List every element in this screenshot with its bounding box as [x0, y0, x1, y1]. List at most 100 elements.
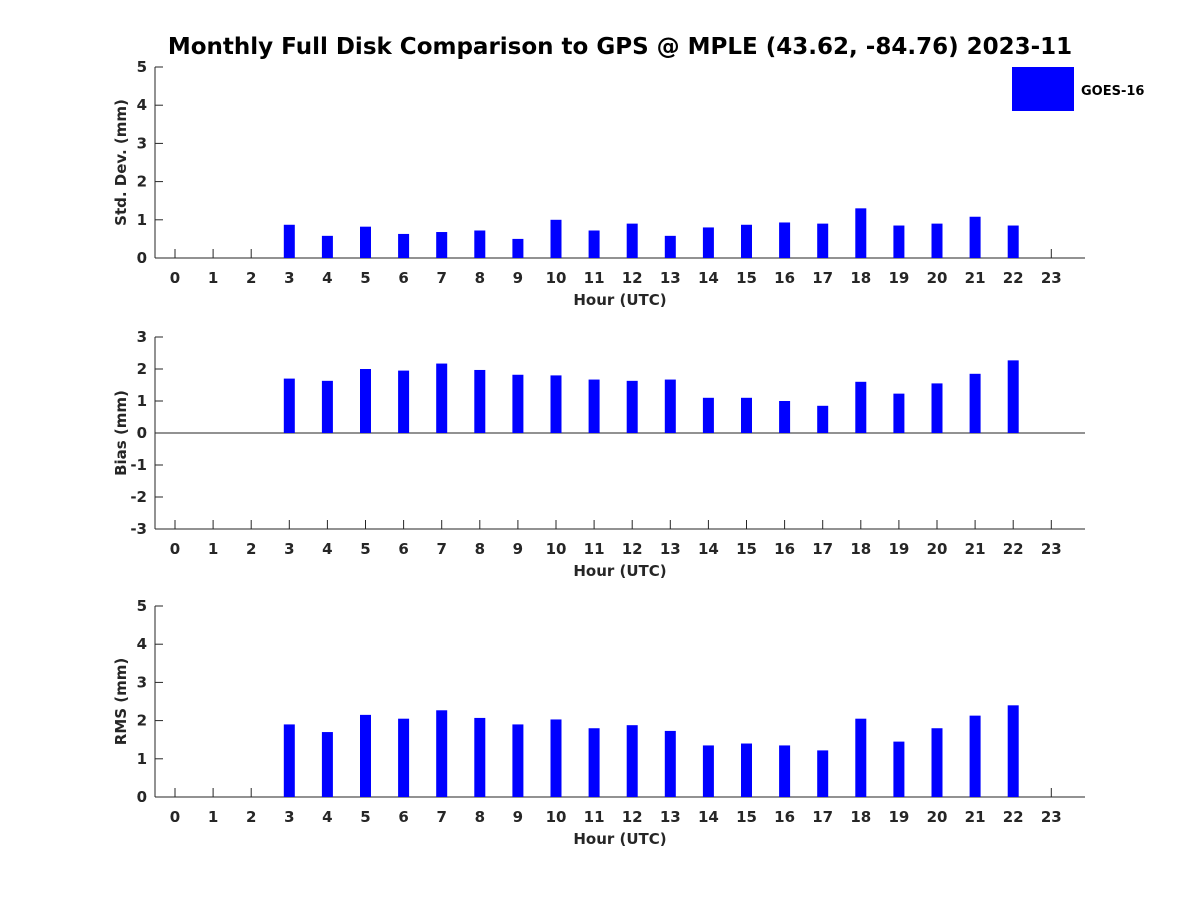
x-axis-label: Hour (UTC) — [573, 291, 666, 309]
bar — [741, 224, 752, 258]
y-tick-label: 0 — [137, 424, 147, 442]
bar — [512, 238, 524, 258]
bar — [626, 223, 638, 258]
x-tick-label: 21 — [965, 269, 986, 287]
bar — [741, 743, 752, 797]
chart-title: Monthly Full Disk Comparison to GPS @ MP… — [168, 34, 1072, 60]
bar — [664, 379, 676, 433]
x-tick-label: 5 — [360, 808, 370, 826]
bar — [1007, 225, 1019, 258]
bar — [283, 378, 295, 433]
x-tick-label: 17 — [812, 540, 833, 558]
bar — [550, 719, 562, 797]
x-tick-label: 3 — [284, 808, 294, 826]
bar — [550, 219, 562, 258]
y-tick-label: -1 — [130, 456, 147, 474]
bar — [855, 381, 867, 433]
bar — [931, 383, 943, 433]
x-tick-label: 8 — [475, 540, 485, 558]
bar — [741, 397, 752, 433]
bar — [855, 208, 867, 258]
bar — [474, 230, 486, 258]
y-tick-label: 1 — [137, 392, 147, 410]
bar — [550, 375, 562, 433]
bar — [436, 232, 448, 258]
y-tick-label: 0 — [137, 788, 147, 806]
x-tick-label: 22 — [1003, 808, 1024, 826]
bar — [321, 732, 333, 797]
x-tick-label: 11 — [584, 808, 605, 826]
bar — [398, 233, 410, 258]
x-tick-label: 11 — [584, 540, 605, 558]
x-tick-label: 4 — [322, 540, 332, 558]
x-tick-label: 23 — [1041, 808, 1062, 826]
x-tick-label: 13 — [660, 269, 681, 287]
x-tick-label: 14 — [698, 808, 719, 826]
x-tick-label: 16 — [774, 540, 795, 558]
bar — [664, 730, 676, 797]
bar — [474, 717, 486, 797]
x-tick-label: 7 — [436, 269, 446, 287]
x-tick-label: 18 — [850, 540, 871, 558]
x-tick-label: 16 — [774, 269, 795, 287]
x-tick-label: 5 — [360, 269, 370, 287]
x-tick-label: 8 — [475, 808, 485, 826]
y-tick-label: 0 — [137, 249, 147, 267]
bar — [893, 393, 905, 433]
x-tick-label: 9 — [513, 269, 523, 287]
x-tick-label: 18 — [850, 808, 871, 826]
y-tick-label: 2 — [137, 712, 147, 730]
y-tick-label: 5 — [137, 597, 147, 615]
x-tick-label: 19 — [888, 808, 909, 826]
x-tick-label: 21 — [965, 808, 986, 826]
x-tick-label: 0 — [170, 269, 180, 287]
bar — [360, 369, 371, 433]
x-axis-label: Hour (UTC) — [573, 830, 666, 848]
x-tick-label: 12 — [622, 808, 643, 826]
x-tick-label: 22 — [1003, 540, 1024, 558]
x-tick-label: 1 — [208, 269, 218, 287]
y-tick-label: 1 — [137, 750, 147, 768]
x-tick-label: 11 — [584, 269, 605, 287]
bar — [626, 725, 638, 797]
x-tick-label: 15 — [736, 269, 757, 287]
bar — [702, 397, 714, 433]
y-tick-label: 4 — [137, 96, 147, 114]
y-tick-label: 3 — [137, 673, 147, 691]
y-axis-label: Bias (mm) — [112, 390, 130, 476]
bar — [893, 741, 905, 797]
bar — [512, 374, 524, 433]
x-tick-label: 2 — [246, 269, 256, 287]
x-tick-label: 14 — [698, 269, 719, 287]
bar — [512, 724, 524, 797]
bar — [779, 222, 791, 258]
bar — [817, 223, 829, 258]
bar — [398, 718, 410, 797]
x-tick-label: 17 — [812, 808, 833, 826]
x-tick-label: 10 — [546, 269, 567, 287]
bar — [283, 724, 295, 797]
x-tick-label: 18 — [850, 269, 871, 287]
x-tick-label: 0 — [170, 808, 180, 826]
x-tick-label: 14 — [698, 540, 719, 558]
y-tick-label: 2 — [137, 173, 147, 191]
x-tick-label: 10 — [546, 540, 567, 558]
x-tick-label: 20 — [927, 540, 948, 558]
x-tick-label: 7 — [436, 540, 446, 558]
bar — [664, 235, 676, 258]
x-tick-label: 13 — [660, 540, 681, 558]
bar — [855, 718, 867, 797]
y-tick-label: 3 — [137, 328, 147, 346]
bar — [626, 380, 638, 433]
x-tick-label: 3 — [284, 269, 294, 287]
bar — [931, 223, 943, 258]
x-tick-label: 19 — [888, 269, 909, 287]
bar — [321, 380, 333, 433]
bar — [474, 369, 486, 433]
x-tick-label: 20 — [927, 808, 948, 826]
y-tick-label: 2 — [137, 360, 147, 378]
bar — [436, 363, 448, 433]
bar — [360, 226, 371, 258]
